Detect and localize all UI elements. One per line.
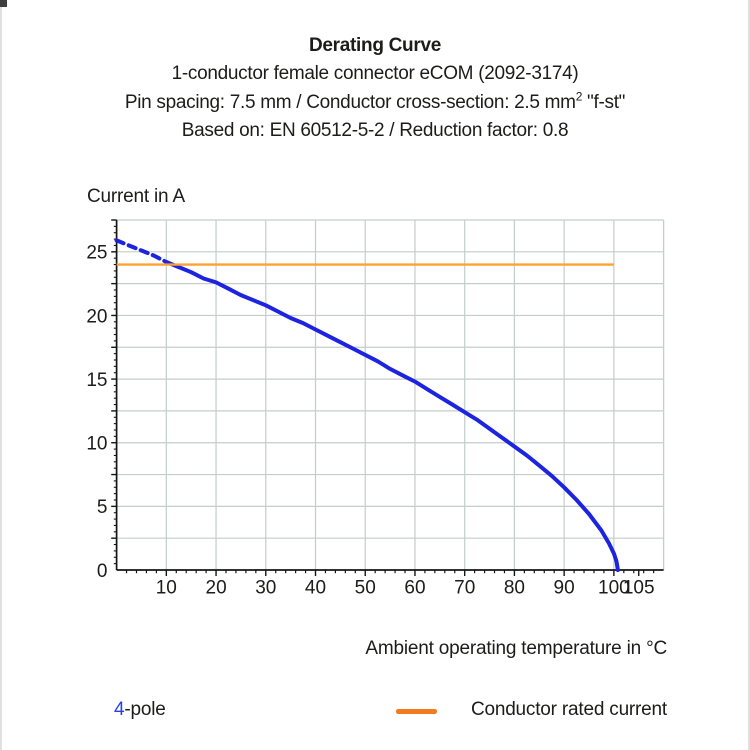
x-tick-label: 60 <box>404 578 425 599</box>
window-corner-mark <box>0 0 7 7</box>
chart-title: Derating Curve <box>308 35 441 56</box>
y-tick-label: 20 <box>86 306 107 327</box>
window-left-edge <box>0 0 2 750</box>
y-tick-label: 5 <box>97 497 108 518</box>
specs-superscript: 2 <box>575 89 583 104</box>
y-tick-label: 25 <box>86 243 107 264</box>
x-tick-label: 10 <box>156 578 177 599</box>
rated-current-swatch-line <box>396 709 437 714</box>
x-tick-label: 20 <box>206 578 227 599</box>
chart-subtitle-standard: Based on: EN 60512-5-2 / Reduction facto… <box>181 119 569 141</box>
y-tick-label: 0 <box>97 561 108 582</box>
pole-count: 4 <box>114 699 125 720</box>
x-tick-label: 30 <box>255 578 276 599</box>
x-tick-label: 70 <box>454 578 475 599</box>
x-tick-label: 40 <box>305 578 326 599</box>
x-tick-label: 105 <box>623 578 655 599</box>
y-tick-label: 15 <box>86 370 107 391</box>
chart-subtitle-product: 1-conductor female connector eCOM (2092-… <box>171 63 579 85</box>
y-tick-label: 10 <box>86 434 107 455</box>
specs-text: Pin spacing: 7.5 mm / Conductor cross-se… <box>124 91 576 113</box>
specs-suffix: "f-st" <box>582 91 626 113</box>
pole-suffix: -pole <box>124 699 166 720</box>
derating-curve-solid <box>164 260 620 572</box>
chart-subtitle-specs: Pin spacing: 7.5 mm / Conductor cross-se… <box>0 89 750 117</box>
x-tick-label: 80 <box>504 578 525 599</box>
x-axis-title: Ambient operating temperature in °C <box>365 638 667 659</box>
derating-curve-dashed <box>114 238 169 264</box>
legend-rated-current-label: Conductor rated current <box>470 699 667 720</box>
y-axis-title: Current in A <box>87 186 185 207</box>
x-tick-label: 100 <box>598 578 630 599</box>
chart-header: Derating Curve 1-conductor female connec… <box>0 32 750 145</box>
window-right-edge <box>748 0 750 750</box>
x-tick-label: 90 <box>554 578 575 599</box>
x-tick-label: 50 <box>355 578 376 599</box>
legend-series-4pole: 4-pole <box>114 699 166 721</box>
